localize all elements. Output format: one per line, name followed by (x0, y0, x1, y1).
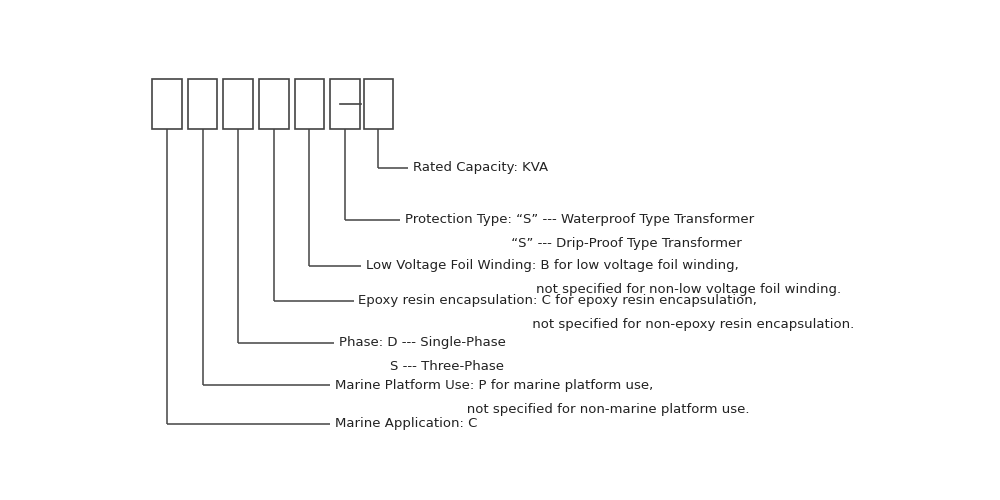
Bar (364, 79, 393, 130)
Text: S --- Three-Phase: S --- Three-Phase (339, 360, 504, 374)
Text: Phase: D --- Single-Phase: Phase: D --- Single-Phase (339, 336, 506, 349)
Text: Marine Platform Use: P for marine platform use,: Marine Platform Use: P for marine platfo… (335, 379, 653, 392)
Text: not specified for non-epoxy resin encapsulation.: not specified for non-epoxy resin encaps… (358, 318, 855, 331)
Bar (223, 79, 253, 130)
Text: Rated Capacity: KVA: Rated Capacity: KVA (413, 162, 548, 174)
Bar (188, 79, 217, 130)
Text: not specified for non-marine platform use.: not specified for non-marine platform us… (335, 402, 750, 415)
Bar (330, 79, 360, 130)
Text: Protection Type: “S” --- Waterproof Type Transformer: Protection Type: “S” --- Waterproof Type… (405, 214, 754, 226)
Text: “S” --- Drip-Proof Type Transformer: “S” --- Drip-Proof Type Transformer (405, 237, 742, 250)
Bar (295, 79, 324, 130)
Text: Epoxy resin encapsulation: C for epoxy resin encapsulation,: Epoxy resin encapsulation: C for epoxy r… (358, 294, 757, 307)
Text: not specified for non-low voltage foil winding.: not specified for non-low voltage foil w… (366, 284, 841, 296)
Text: Low Voltage Foil Winding: B for low voltage foil winding,: Low Voltage Foil Winding: B for low volt… (366, 260, 739, 272)
Bar (259, 79, 289, 130)
Text: Marine Application: C: Marine Application: C (335, 418, 477, 430)
Bar (152, 79, 182, 130)
